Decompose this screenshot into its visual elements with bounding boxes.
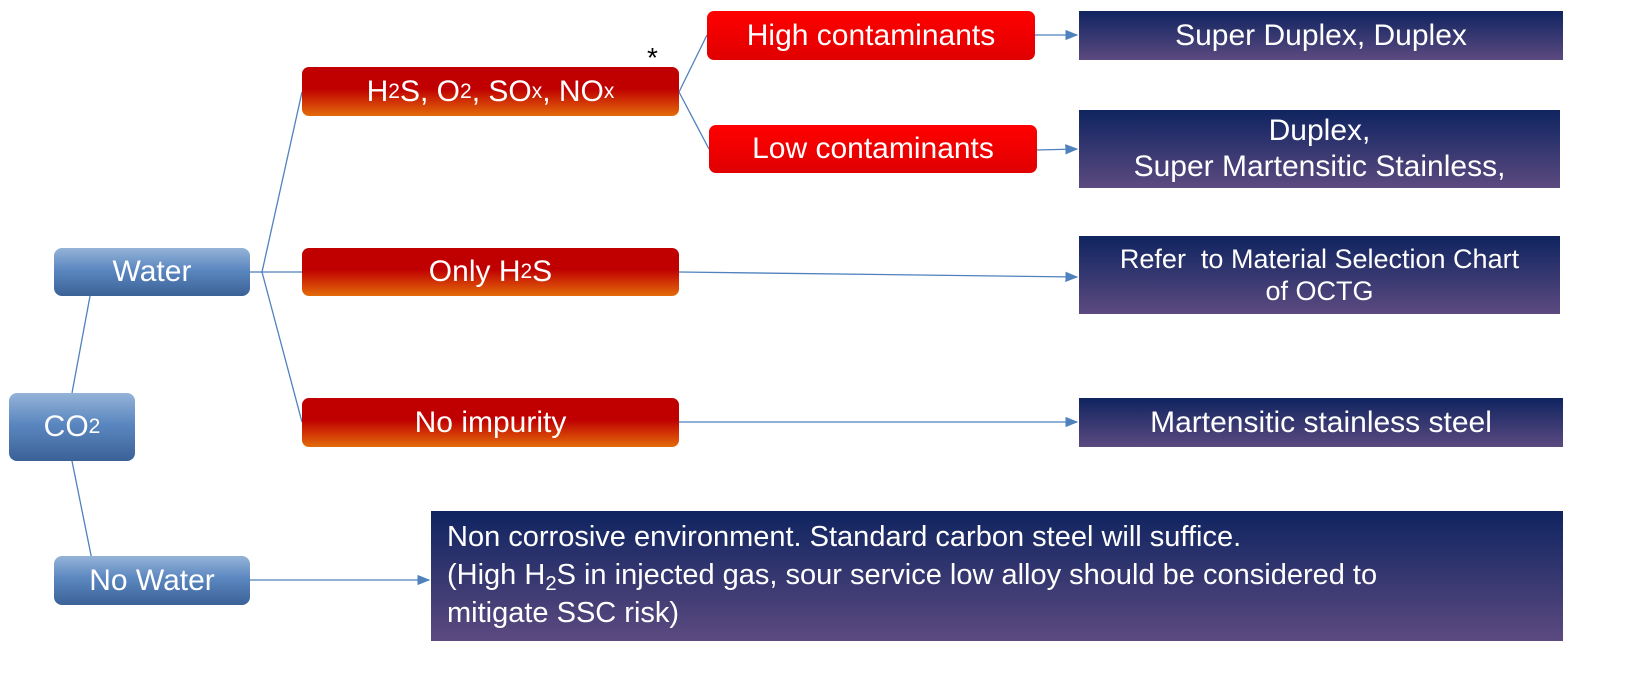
text: mitigate SSC risk) <box>447 596 680 629</box>
connector-to-high <box>678 34 708 93</box>
text: , SO <box>471 74 532 108</box>
text: of OCTG <box>1265 276 1374 306</box>
node-high-contaminants: High contaminants <box>707 11 1035 60</box>
connector-to-low <box>678 91 710 150</box>
co2-label: CO <box>43 410 89 443</box>
text: H <box>366 74 389 108</box>
result-high: Super Duplex, Duplex <box>1079 11 1563 60</box>
result-low: Duplex, Super Martensitic Stainless, <box>1079 110 1560 188</box>
text: Refer to Material Selection Chart <box>1119 243 1520 274</box>
connector-co2-nowater <box>71 460 94 566</box>
arrow-only-h2s <box>678 271 1079 283</box>
text: Only H <box>428 255 521 288</box>
text: S, O <box>399 74 460 108</box>
asterisk-note: * <box>647 42 658 73</box>
node-no-water: No Water <box>54 556 250 605</box>
text: S in injected gas, sour service low allo… <box>556 559 1378 592</box>
text: Duplex, <box>1268 114 1371 147</box>
node-water: Water <box>54 248 250 296</box>
result-only-h2s: Refer to Material Selection Chart of OCT… <box>1079 236 1560 314</box>
text: (High H2S in injected gas, sour service … <box>447 557 1377 595</box>
node-no-impurity: No impurity <box>302 398 679 447</box>
subscript: 2 <box>545 573 557 596</box>
text: , NO <box>542 74 604 108</box>
arrow-low <box>1036 144 1079 155</box>
result-no-water: Non corrosive environment. Standard carb… <box>431 511 1563 641</box>
result-no-impurity: Martensitic stainless steel <box>1079 398 1563 447</box>
text: Super Martensitic Stainless, <box>1133 150 1506 183</box>
text: Non corrosive environment. Standard carb… <box>447 521 1242 554</box>
text: (High H <box>447 559 546 592</box>
connector-to-impurities <box>261 91 303 273</box>
connector-to-no-impurity <box>261 271 303 423</box>
connector-co2-water <box>71 279 94 394</box>
node-low-contaminants: Low contaminants <box>709 125 1037 173</box>
text: S <box>532 255 553 288</box>
node-co2: CO 2 <box>9 393 135 461</box>
